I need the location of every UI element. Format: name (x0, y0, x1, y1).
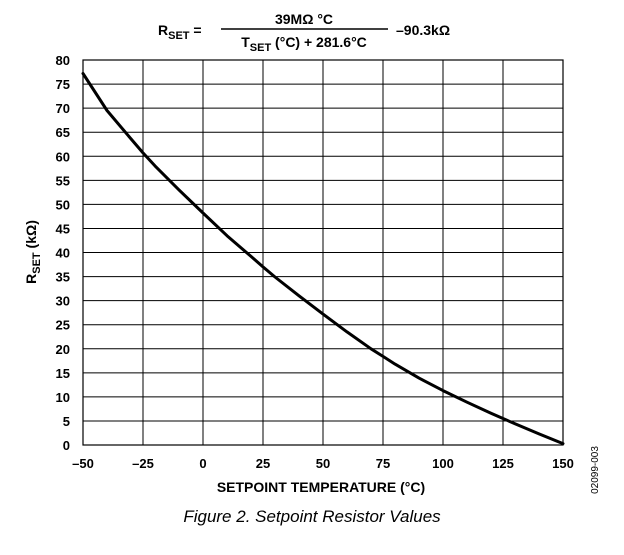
x-tick-label: –50 (72, 456, 94, 471)
x-tick-label: 150 (552, 456, 574, 471)
y-tick-label: 20 (56, 342, 70, 357)
y-tick-label: 40 (56, 246, 70, 261)
series-line-rset (81, 72, 565, 446)
x-tick-label: 75 (376, 456, 390, 471)
y-tick-label: 5 (63, 414, 70, 429)
y-tick-label: 0 (63, 438, 70, 453)
y-tick-labels: 0 5 10 15 20 25 30 35 40 45 50 55 60 65 70 75 80 (56, 53, 70, 453)
y-tick-label: 45 (56, 221, 70, 236)
y-tick-label: 70 (56, 101, 70, 116)
y-tick-label: 30 (56, 294, 70, 309)
x-tick-label: 100 (432, 456, 454, 471)
x-tick-label: –25 (132, 456, 154, 471)
formula: RSET = 39MΩ °C TSET (°C) + 281.6°C –90.3… (158, 11, 450, 54)
figure-id: 02099-003 (590, 446, 601, 494)
y-tick-label: 50 (56, 197, 70, 212)
formula-denominator: TSET (°C) + 281.6°C (241, 34, 367, 54)
y-tick-label: 80 (56, 53, 70, 68)
y-tick-label: 55 (56, 173, 70, 188)
figure-caption: Figure 2. Setpoint Resistor Values (183, 507, 441, 526)
x-tick-label: 0 (199, 456, 206, 471)
formula-tail: –90.3kΩ (396, 22, 450, 38)
y-tick-label: 10 (56, 390, 70, 405)
formula-numerator: 39MΩ °C (275, 11, 333, 27)
y-tick-label: 60 (56, 149, 70, 164)
y-tick-label: 75 (56, 77, 70, 92)
x-tick-label: 125 (492, 456, 514, 471)
plot-frame (82, 59, 564, 446)
y-tick-label: 15 (56, 366, 70, 381)
x-axis-title: SETPOINT TEMPERATURE (°C) (217, 479, 425, 495)
y-tick-label: 65 (56, 125, 70, 140)
x-tick-label: 50 (316, 456, 330, 471)
formula-lhs: RSET = (158, 22, 202, 42)
y-tick-label: 35 (56, 270, 70, 285)
grid (82, 59, 564, 446)
y-tick-label: 25 (56, 318, 70, 333)
x-tick-label: 25 (256, 456, 270, 471)
y-axis-title: RSET (kΩ) (23, 220, 43, 284)
x-tick-labels: –50 –25 0 25 50 75 100 125 150 (72, 456, 574, 471)
